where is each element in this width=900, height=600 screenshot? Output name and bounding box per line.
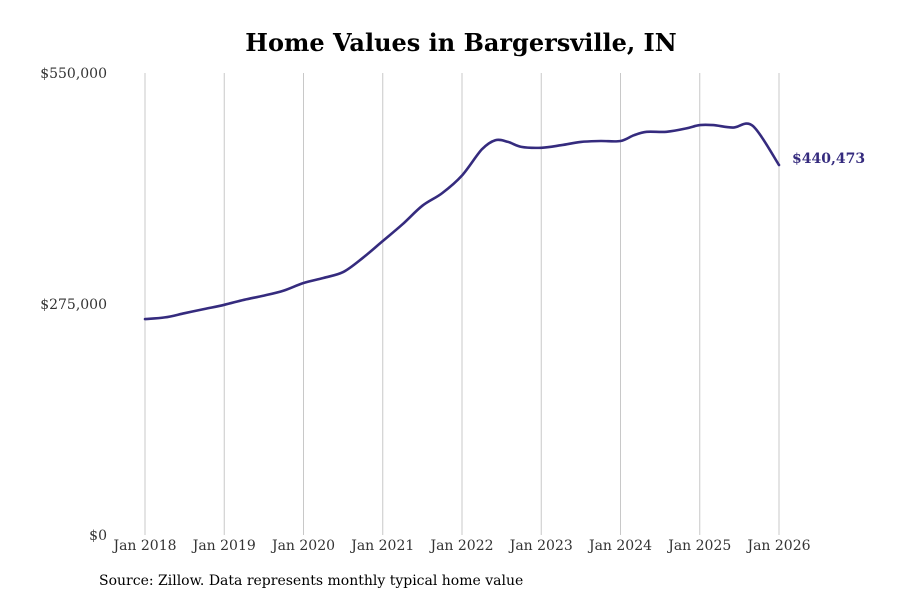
source-note: Source: Zillow. Data represents monthly … — [99, 573, 524, 589]
latest-value-label: $440,473 — [792, 151, 865, 167]
x-tick-label: Jan 2023 — [508, 538, 573, 554]
x-tick-label: Jan 2020 — [270, 538, 335, 554]
x-tick-label: Jan 2019 — [191, 538, 256, 554]
y-tick-label: $0 — [89, 528, 107, 544]
x-tick-label: Jan 2018 — [111, 538, 176, 554]
chart-title: Home Values in Bargersville, IN — [245, 28, 676, 57]
home-value-series-line — [143, 122, 781, 321]
y-tick-label: $550,000 — [40, 66, 107, 82]
vertical-gridlines — [144, 73, 780, 535]
x-tick-label: Jan 2022 — [428, 538, 493, 554]
x-tick-label: Jan 2024 — [587, 538, 652, 554]
x-tick-label: Jan 2021 — [349, 538, 414, 554]
y-tick-label: $275,000 — [40, 297, 107, 313]
x-tick-label: Jan 2025 — [666, 538, 731, 554]
y-axis-tick-labels: $0 $275,000 $550,000 — [40, 66, 107, 544]
x-tick-label: Jan 2026 — [745, 538, 810, 554]
x-axis-tick-labels: Jan 2018 Jan 2019 Jan 2020 Jan 2021 Jan 2022… — [111, 538, 810, 554]
